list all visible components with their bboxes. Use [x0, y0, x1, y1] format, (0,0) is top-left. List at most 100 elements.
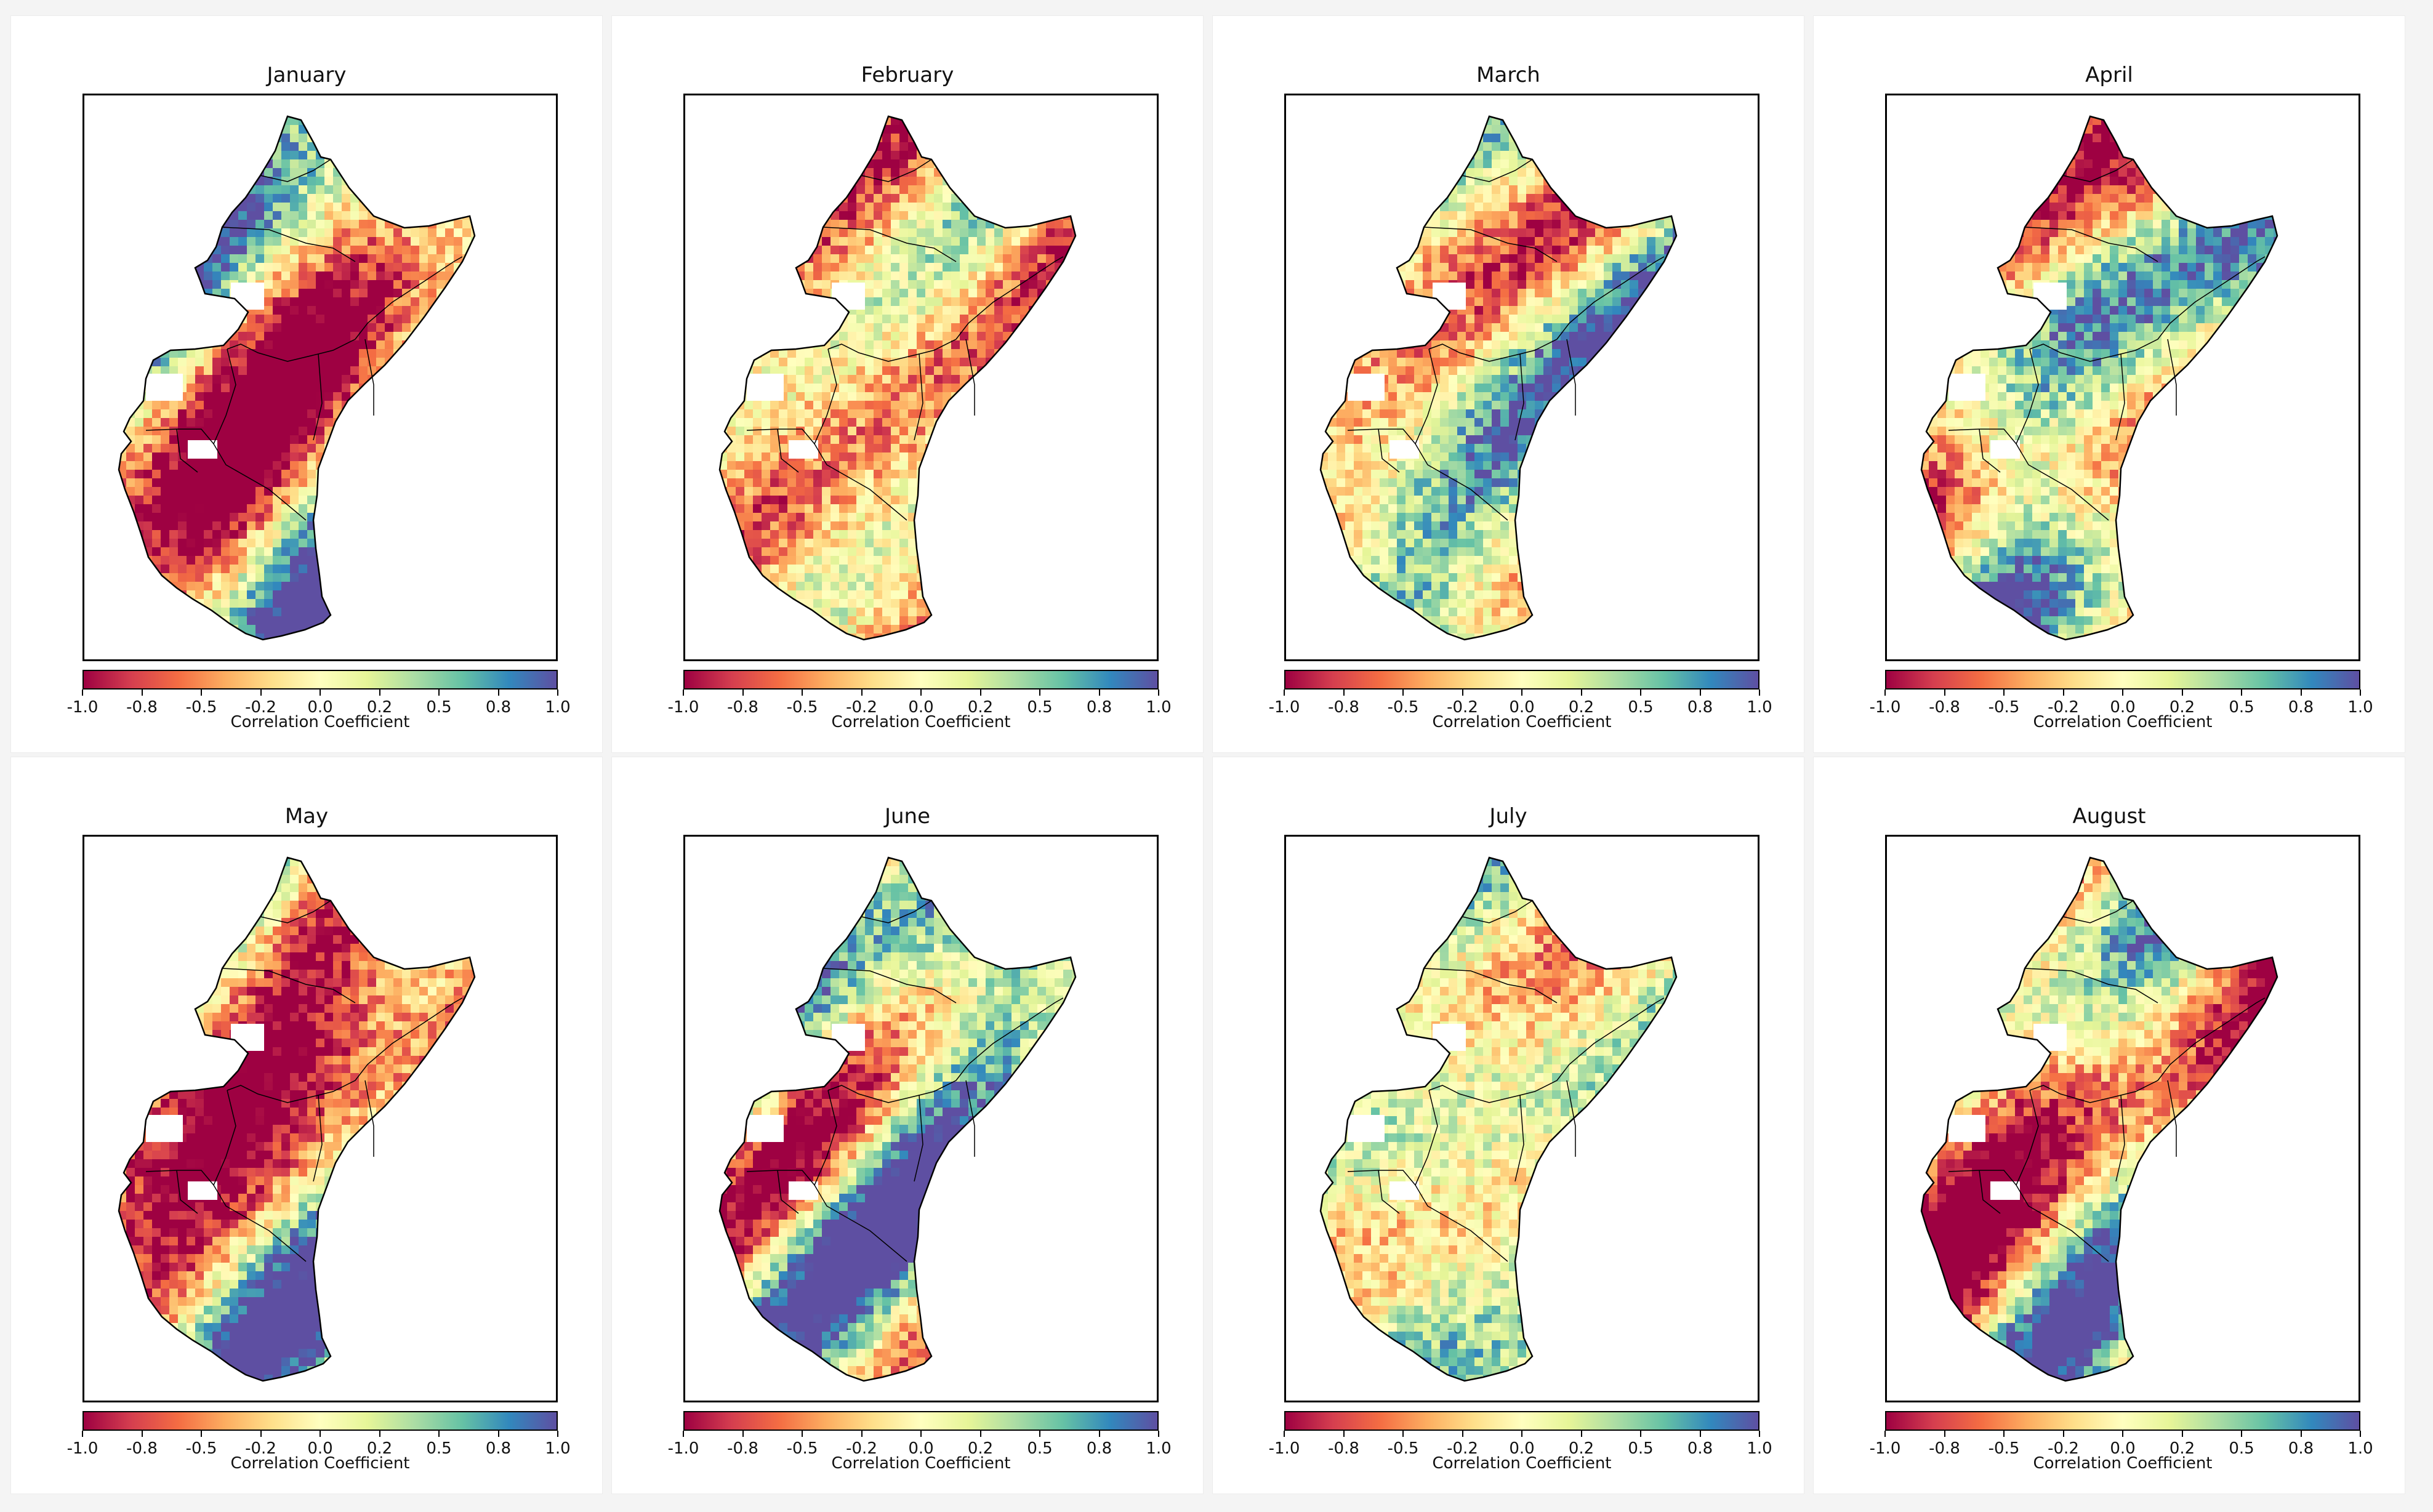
grid-cell	[1011, 478, 1021, 488]
grid-cell	[273, 521, 282, 531]
grid-cell	[744, 487, 754, 496]
grid-cell	[753, 306, 762, 315]
grid-cell	[255, 452, 265, 462]
grid-cell	[376, 246, 385, 255]
grid-cell	[934, 297, 943, 307]
grid-cell	[143, 590, 153, 600]
grid-cell	[1080, 220, 1090, 229]
grid-cell	[212, 366, 222, 376]
grid-cell	[161, 116, 170, 126]
grid-cell	[324, 237, 334, 246]
grid-cell	[324, 254, 334, 263]
grid-cell	[238, 556, 247, 565]
grid-cell	[204, 375, 213, 384]
grid-cell	[290, 289, 299, 298]
grid-cell	[960, 409, 969, 419]
grid-cell	[324, 203, 334, 212]
grid-cell	[462, 177, 472, 186]
grid-cell	[1072, 444, 1076, 453]
grid-cell	[839, 401, 848, 410]
grid-cell	[247, 565, 256, 574]
grid-cell	[230, 461, 239, 470]
grid-cell	[273, 444, 282, 453]
grid-cell	[882, 151, 891, 160]
grid-cell	[299, 151, 308, 160]
grid-cell	[1003, 496, 1012, 505]
grid-cell	[1037, 461, 1047, 470]
grid-cell	[119, 435, 127, 444]
grid-cell	[1089, 220, 1098, 229]
grid-cell	[986, 159, 995, 169]
grid-cell	[462, 203, 472, 212]
grid-cell	[925, 340, 935, 350]
grid-cell	[1029, 194, 1038, 203]
grid-cell	[891, 340, 900, 350]
grid-cell	[454, 625, 463, 634]
grid-cell	[1072, 401, 1076, 410]
grid-cell	[419, 616, 428, 625]
grid-cell	[960, 116, 969, 117]
grid-cell	[710, 211, 719, 220]
grid-cell	[247, 332, 256, 341]
grid-cell	[255, 254, 265, 263]
grid-cell	[899, 297, 909, 307]
grid-cell	[324, 375, 334, 384]
grid-cell	[264, 478, 273, 488]
grid-cell	[135, 289, 144, 298]
grid-cell	[1003, 461, 1012, 470]
grid-cell	[376, 590, 385, 600]
grid-cell	[402, 504, 411, 513]
grid-cell	[917, 427, 926, 436]
grid-cell	[779, 306, 788, 315]
grid-cell	[247, 211, 256, 220]
grid-cell	[462, 642, 472, 651]
grid-cell	[454, 125, 463, 134]
grid-cell	[925, 271, 935, 281]
grid-cell	[238, 504, 247, 513]
grid-cell	[753, 142, 762, 151]
country-border	[176, 428, 198, 473]
grid-cell	[960, 358, 969, 367]
grid-cell	[710, 185, 719, 195]
grid-cell	[316, 530, 325, 539]
grid-cell	[710, 220, 719, 229]
grid-cell	[126, 280, 135, 289]
grid-cell	[899, 418, 909, 427]
grid-cell	[1055, 349, 1064, 358]
grid-cell	[736, 315, 745, 324]
grid-cell	[805, 504, 814, 513]
grid-cell	[376, 116, 385, 117]
grid-cell	[480, 556, 489, 565]
grid-cell	[169, 401, 179, 410]
grid-cell	[135, 151, 144, 160]
grid-cell	[951, 487, 960, 496]
grid-cell	[238, 159, 247, 169]
grid-cell	[908, 332, 917, 341]
grid-cell	[143, 444, 153, 453]
grid-cell	[951, 280, 960, 289]
grid-cell	[856, 435, 866, 444]
grid-cell	[471, 530, 475, 539]
grid-cell	[342, 565, 351, 574]
grid-cell	[212, 418, 222, 427]
grid-cell	[471, 271, 475, 281]
grid-cell	[350, 237, 360, 246]
grid-cell	[428, 315, 437, 324]
grid-cell	[908, 306, 917, 315]
grid-cell	[1011, 375, 1021, 384]
grid-cell	[951, 237, 960, 246]
grid-cell	[1063, 496, 1072, 505]
grid-cell	[934, 116, 943, 117]
grid-cell	[1080, 487, 1090, 496]
grid-cell	[187, 513, 196, 522]
grid-cell	[736, 246, 745, 255]
grid-cell	[796, 203, 805, 212]
grid-cell	[1072, 263, 1076, 272]
grid-cell	[119, 280, 127, 289]
grid-cell	[419, 254, 428, 263]
grid-cell	[951, 297, 960, 307]
grid-cell	[212, 116, 222, 117]
grid-cell	[324, 116, 334, 126]
grid-cell	[221, 271, 230, 281]
grid-cell	[779, 435, 788, 444]
